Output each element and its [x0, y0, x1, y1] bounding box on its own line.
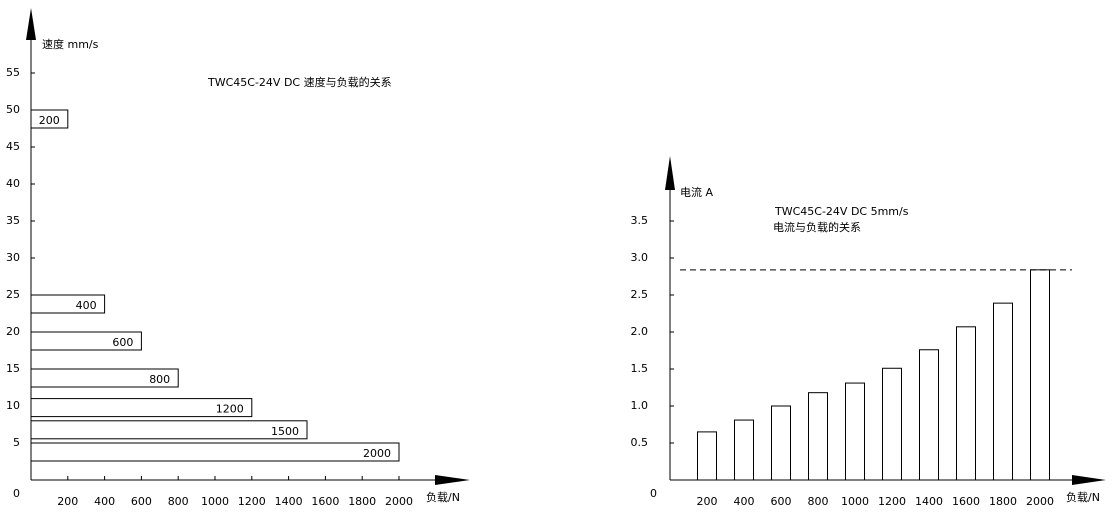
bar-label: 1500	[271, 425, 299, 438]
bar	[30, 398, 253, 418]
y-tick-label: 5	[13, 436, 20, 449]
y-tick-label: 3.5	[631, 214, 649, 227]
y-tick-label: 45	[6, 140, 20, 153]
y-tick-label: 10	[6, 399, 20, 412]
x-tick-label: 1000	[201, 495, 229, 508]
bar	[30, 442, 400, 462]
bar	[30, 331, 142, 351]
bar	[919, 349, 939, 481]
y-tick-label: 35	[6, 214, 20, 227]
x-tick-label: 2000	[1026, 495, 1054, 508]
bar	[771, 405, 791, 481]
chart-title: TWC45C-24V DC 速度与负载的关系	[207, 75, 392, 89]
x-tick-label: 800	[168, 495, 189, 508]
bar	[30, 420, 308, 440]
x-tick-label: 1600	[311, 495, 339, 508]
x-arrow	[1072, 475, 1106, 485]
y-tick-label: 30	[6, 251, 20, 264]
y-arrow	[665, 156, 675, 190]
x-tick-label: 200	[697, 495, 718, 508]
y-tick-label: 40	[6, 177, 20, 190]
x-tick-label: 1200	[878, 495, 906, 508]
bar	[808, 392, 828, 481]
y-axis-label: 速度 mm/s	[42, 37, 99, 51]
x-tick-label: 1800	[348, 495, 376, 508]
bar	[993, 302, 1013, 481]
y-arrow	[26, 8, 36, 40]
x-tick-label: 1800	[989, 495, 1017, 508]
x-axis-label: 负载/N	[1066, 490, 1100, 504]
bar-label: 400	[76, 299, 97, 312]
x-tick-label: 1600	[952, 495, 980, 508]
bar	[845, 382, 865, 481]
x-tick-label: 400	[734, 495, 755, 508]
y-tick-label: 1.0	[631, 399, 649, 412]
x-arrow	[435, 475, 470, 485]
y-tick-label: 25	[6, 288, 20, 301]
x-tick-label: 800	[808, 495, 829, 508]
x-tick-label: 200	[57, 495, 78, 508]
x-tick-label: 1400	[275, 495, 303, 508]
x-tick-label: 600	[771, 495, 792, 508]
y-tick-label: 15	[6, 362, 20, 375]
bar	[30, 294, 106, 314]
bar-label: 200	[39, 114, 60, 127]
y-tick-label: 50	[6, 103, 20, 116]
x-tick-label: 600	[131, 495, 152, 508]
y-tick-label: 0.5	[631, 436, 649, 449]
bar-label: 2000	[363, 447, 391, 460]
x-tick-label: 1200	[238, 495, 266, 508]
y-tick-label: 1.5	[631, 362, 649, 375]
bar-label: 800	[149, 373, 170, 386]
bar	[956, 326, 976, 481]
bar	[1030, 269, 1050, 481]
x-tick-label: 1000	[841, 495, 869, 508]
x-tick-label: 400	[94, 495, 115, 508]
chart-subtitle: 电流与负载的关系	[773, 220, 861, 234]
x-tick-label: 1400	[915, 495, 943, 508]
y-tick-label: 2.5	[631, 288, 649, 301]
bar	[30, 109, 69, 129]
x-axis-label: 负载/N	[426, 490, 460, 504]
bar-label: 600	[112, 336, 133, 349]
bar-label: 1200	[216, 403, 244, 416]
x-tick-label: 2000	[385, 495, 413, 508]
y-tick-label: 55	[6, 66, 20, 79]
y-tick-label: 2.0	[631, 325, 649, 338]
bar	[882, 367, 902, 481]
y-tick-label: 3.0	[631, 251, 649, 264]
origin-label: 0	[13, 487, 20, 500]
y-tick-label: 20	[6, 325, 20, 338]
origin-label: 0	[650, 487, 657, 500]
y-axis-label: 电流 A	[680, 185, 713, 199]
bar	[30, 368, 179, 388]
chart-title: TWC45C-24V DC 5mm/s	[774, 205, 909, 218]
bar	[734, 419, 754, 481]
bar	[697, 431, 717, 481]
